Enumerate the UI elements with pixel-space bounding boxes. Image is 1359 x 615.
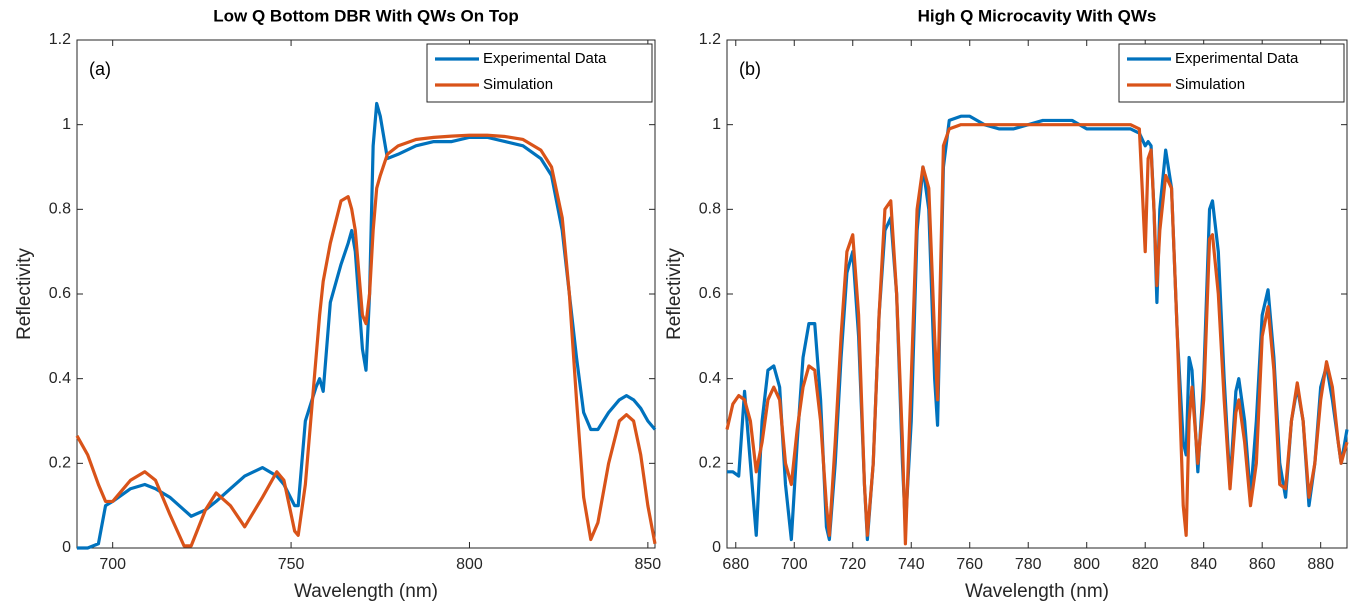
x-tick-label: 750 bbox=[278, 556, 305, 573]
legend-label: Experimental Data bbox=[483, 50, 607, 67]
data-line bbox=[725, 123, 1349, 546]
x-tick-label: 840 bbox=[1190, 556, 1217, 573]
y-tick-label: 0.6 bbox=[699, 285, 721, 302]
y-tick-label: 0.2 bbox=[49, 455, 71, 472]
y-tick-label: 1 bbox=[712, 116, 721, 133]
y-tick-label: 0 bbox=[712, 539, 721, 556]
y-tick-label: 1.2 bbox=[699, 31, 721, 48]
legend-label: Experimental Data bbox=[1175, 50, 1299, 67]
x-tick-label: 880 bbox=[1307, 556, 1334, 573]
x-tick-label: 760 bbox=[956, 556, 983, 573]
y-tick-label: 1.2 bbox=[49, 31, 71, 48]
chart-title: Low Q Bottom DBR With QWs On Top bbox=[213, 6, 518, 25]
y-tick-label: 0.4 bbox=[49, 370, 71, 387]
y-tick-label: 0.4 bbox=[699, 370, 721, 387]
chart-title: High Q Microcavity With QWs bbox=[918, 6, 1157, 25]
x-tick-label: 860 bbox=[1249, 556, 1276, 573]
x-tick-label: 850 bbox=[635, 556, 662, 573]
x-tick-label: 680 bbox=[722, 556, 749, 573]
plot-area bbox=[76, 39, 656, 549]
y-tick-label: 0 bbox=[62, 539, 71, 556]
y-tick-label: 0.6 bbox=[49, 285, 71, 302]
legend-box bbox=[1118, 43, 1345, 103]
legend-label: Simulation bbox=[1175, 76, 1245, 93]
x-tick-label: 820 bbox=[1132, 556, 1159, 573]
x-tick-label: 800 bbox=[456, 556, 483, 573]
y-axis-label: Reflectivity bbox=[664, 248, 685, 340]
y-tick-label: 0.8 bbox=[699, 201, 721, 218]
x-tick-label: 720 bbox=[839, 556, 866, 573]
legend-label: Simulation bbox=[483, 76, 553, 93]
y-tick-label: 1 bbox=[62, 116, 71, 133]
annotation: (a) bbox=[89, 59, 111, 79]
y-tick-label: 0.8 bbox=[49, 201, 71, 218]
data-line bbox=[77, 101, 657, 550]
x-tick-label: 700 bbox=[99, 556, 126, 573]
x-tick-label: 740 bbox=[898, 556, 925, 573]
data-line bbox=[727, 114, 1349, 542]
y-tick-label: 0.2 bbox=[699, 455, 721, 472]
data-line bbox=[75, 133, 657, 548]
y-axis-label: Reflectivity bbox=[14, 248, 35, 340]
x-axis-label: Wavelength (nm) bbox=[294, 581, 438, 602]
x-tick-label: 780 bbox=[1015, 556, 1042, 573]
x-axis-label: Wavelength (nm) bbox=[965, 581, 1109, 602]
legend-box bbox=[426, 43, 653, 103]
annotation: (b) bbox=[739, 59, 761, 79]
x-tick-label: 700 bbox=[781, 556, 808, 573]
x-tick-label: 800 bbox=[1073, 556, 1100, 573]
